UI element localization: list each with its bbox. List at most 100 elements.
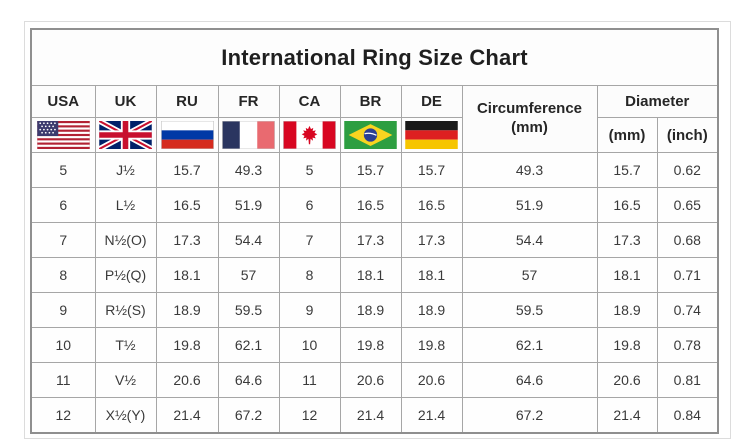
cell-fr: 49.3 (217, 152, 280, 188)
circumference-label-line1: Circumference (476, 100, 583, 118)
cell-de: 18.9 (400, 292, 463, 328)
france-flag-cell (217, 117, 280, 153)
cell-fr: 51.9 (217, 187, 280, 223)
cell-diameter_inch: 0.62 (656, 152, 719, 188)
usa-flag-icon (37, 121, 90, 149)
cell-de: 21.4 (400, 397, 463, 434)
table-row: 12 X½(Y) 21.4 67.2 12 21.4 21.4 67.2 21.4 0.84 (30, 397, 719, 434)
cell-diameter_mm: 18.1 (596, 257, 658, 293)
cell-diameter_inch: 0.68 (656, 222, 719, 258)
cell-fr: 59.5 (217, 292, 280, 328)
cell-fr: 62.1 (217, 327, 280, 363)
cell-diameter_inch: 0.74 (656, 292, 719, 328)
cell-diameter_mm: 19.8 (596, 327, 658, 363)
canada-flag-icon (283, 121, 336, 149)
cell-br: 20.6 (339, 362, 402, 398)
table-row: 11 V½ 20.6 64.6 11 20.6 20.6 64.6 20.6 0.81 (30, 362, 719, 398)
cell-uk: V½ (94, 362, 157, 398)
cell-ru: 16.5 (155, 187, 219, 223)
col-header-diameter: Diameter (596, 85, 719, 118)
cell-circumference: 67.2 (461, 397, 598, 434)
table-row: 8 P½(Q) 18.1 57 8 18.1 18.1 57 18.1 0.71 (30, 257, 719, 293)
cell-ru: 19.8 (155, 327, 219, 363)
cell-de: 19.8 (400, 327, 463, 363)
table-row: 5 J½ 15.7 49.3 5 15.7 15.7 49.3 15.7 0.62 (30, 152, 719, 188)
brazil-flag-icon (344, 121, 397, 149)
russia-flag-cell (155, 117, 219, 153)
cell-uk: J½ (94, 152, 157, 188)
cell-br: 16.5 (339, 187, 402, 223)
cell-diameter_mm: 21.4 (596, 397, 658, 434)
cell-diameter_mm: 18.9 (596, 292, 658, 328)
cell-usa: 6 (30, 187, 96, 223)
cell-circumference: 49.3 (461, 152, 598, 188)
table-row: 10 T½ 19.8 62.1 10 19.8 19.8 62.1 19.8 0.78 (30, 327, 719, 363)
cell-br: 21.4 (339, 397, 402, 434)
cell-br: 17.3 (339, 222, 402, 258)
cell-ca: 12 (278, 397, 341, 434)
cell-diameter_inch: 0.84 (656, 397, 719, 434)
cell-fr: 54.4 (217, 222, 280, 258)
diameter-inch-subheader: (inch) (656, 117, 719, 153)
cell-ru: 18.9 (155, 292, 219, 328)
cell-ca: 8 (278, 257, 341, 293)
cell-diameter_mm: 15.7 (596, 152, 658, 188)
cell-br: 18.1 (339, 257, 402, 293)
russia-flag-icon (160, 121, 214, 149)
diameter-mm-subheader: (mm) (596, 117, 658, 153)
table-row: 7 N½(O) 17.3 54.4 7 17.3 17.3 54.4 17.3 0.68 (30, 222, 719, 258)
canada-flag-cell (278, 117, 341, 153)
cell-circumference: 51.9 (461, 187, 598, 223)
cell-ca: 7 (278, 222, 341, 258)
cell-usa: 11 (30, 362, 96, 398)
cell-diameter_inch: 0.78 (656, 327, 719, 363)
cell-ru: 21.4 (155, 397, 219, 434)
cell-ru: 15.7 (155, 152, 219, 188)
cell-usa: 10 (30, 327, 96, 363)
col-header-uk: UK (94, 85, 157, 118)
col-header-circumference: Circumference (mm) (461, 85, 598, 153)
cell-br: 15.7 (339, 152, 402, 188)
cell-de: 15.7 (400, 152, 463, 188)
cell-circumference: 64.6 (461, 362, 598, 398)
table-row: 9 R½(S) 18.9 59.5 9 18.9 18.9 59.5 18.9 0.74 (30, 292, 719, 328)
cell-uk: P½(Q) (94, 257, 157, 293)
cell-ca: 9 (278, 292, 341, 328)
cell-ca: 10 (278, 327, 341, 363)
cell-diameter_inch: 0.71 (656, 257, 719, 293)
cell-usa: 7 (30, 222, 96, 258)
col-header-fr: FR (217, 85, 280, 118)
germany-flag-icon (405, 121, 458, 149)
cell-ca: 6 (278, 187, 341, 223)
cell-ca: 5 (278, 152, 341, 188)
cell-uk: T½ (94, 327, 157, 363)
cell-uk: X½(Y) (94, 397, 157, 434)
cell-uk: L½ (94, 187, 157, 223)
col-header-ca: CA (278, 85, 341, 118)
cell-de: 18.1 (400, 257, 463, 293)
germany-flag-cell (400, 117, 463, 153)
cell-usa: 5 (30, 152, 96, 188)
cell-circumference: 59.5 (461, 292, 598, 328)
cell-diameter_inch: 0.65 (656, 187, 719, 223)
title-row: International Ring Size Chart (30, 28, 719, 86)
cell-usa: 8 (30, 257, 96, 293)
cell-usa: 12 (30, 397, 96, 434)
cell-fr: 64.6 (217, 362, 280, 398)
cell-ru: 18.1 (155, 257, 219, 293)
cell-uk: R½(S) (94, 292, 157, 328)
cell-uk: N½(O) (94, 222, 157, 258)
cell-ru: 17.3 (155, 222, 219, 258)
col-header-ru: RU (155, 85, 219, 118)
table-row: 6 L½ 16.5 51.9 6 16.5 16.5 51.9 16.5 0.65 (30, 187, 719, 223)
cell-diameter_mm: 17.3 (596, 222, 658, 258)
cell-diameter_mm: 16.5 (596, 187, 658, 223)
cell-circumference: 57 (461, 257, 598, 293)
cell-usa: 9 (30, 292, 96, 328)
col-header-de: DE (400, 85, 463, 118)
uk-flag-cell (94, 117, 157, 153)
cell-ru: 20.6 (155, 362, 219, 398)
page-title: International Ring Size Chart (30, 28, 719, 86)
cell-diameter_mm: 20.6 (596, 362, 658, 398)
cell-fr: 57 (217, 257, 280, 293)
